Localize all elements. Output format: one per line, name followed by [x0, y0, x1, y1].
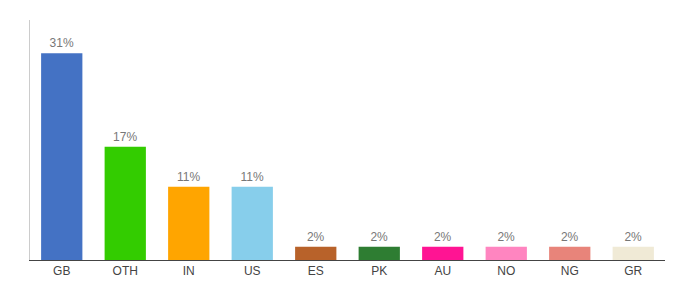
- svg-text:IN: IN: [183, 264, 195, 278]
- svg-text:11%: 11%: [241, 170, 264, 184]
- svg-text:11%: 11%: [177, 170, 200, 184]
- svg-text:31%: 31%: [50, 36, 74, 50]
- svg-text:PK: PK: [371, 264, 387, 278]
- svg-text:17%: 17%: [113, 130, 137, 144]
- svg-text:US: US: [244, 264, 261, 278]
- svg-text:2%: 2%: [624, 230, 642, 244]
- svg-text:GR: GR: [624, 264, 642, 278]
- svg-text:NO: NO: [497, 264, 515, 278]
- svg-text:NG: NG: [561, 264, 579, 278]
- svg-text:2%: 2%: [370, 230, 388, 244]
- svg-text:ES: ES: [308, 264, 324, 278]
- svg-text:2%: 2%: [561, 230, 579, 244]
- svg-text:GB: GB: [53, 264, 70, 278]
- svg-text:AU: AU: [434, 264, 451, 278]
- svg-text:OTH: OTH: [113, 264, 138, 278]
- svg-text:2%: 2%: [307, 230, 325, 244]
- svg-text:2%: 2%: [434, 230, 452, 244]
- svg-text:2%: 2%: [497, 230, 515, 244]
